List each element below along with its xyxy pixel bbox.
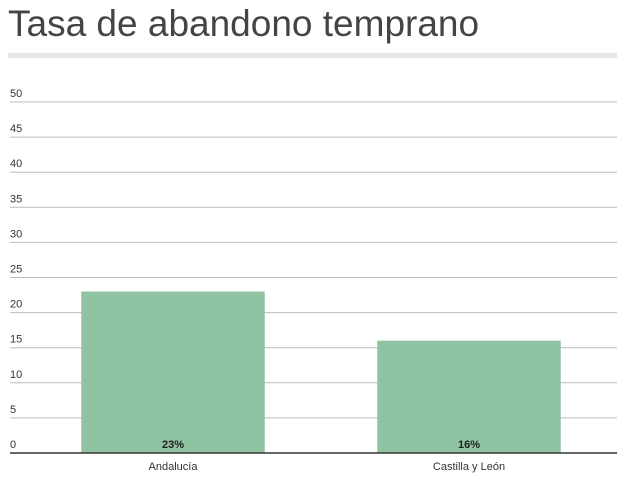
y-tick-label: 20 [10, 299, 22, 311]
y-tick-label: 35 [10, 193, 22, 205]
chart-title: Tasa de abandono temprano [8, 3, 479, 44]
y-tick-label: 0 [10, 439, 16, 451]
title-rule [8, 53, 617, 58]
value-label: 16% [458, 439, 480, 451]
y-tick-label: 5 [10, 404, 16, 416]
bar [377, 340, 561, 453]
value-label: 23% [162, 439, 184, 451]
y-tick-label: 10 [10, 369, 22, 381]
y-tick-label: 45 [10, 123, 22, 135]
x-tick-label: Castilla y León [433, 461, 505, 473]
bar [81, 291, 265, 453]
x-tick-label: Andalucía [149, 461, 199, 473]
y-tick-label: 15 [10, 334, 22, 346]
y-tick-label: 25 [10, 264, 22, 276]
y-tick-label: 50 [10, 88, 22, 100]
y-tick-label: 40 [10, 158, 22, 170]
y-tick-label: 30 [10, 228, 22, 240]
